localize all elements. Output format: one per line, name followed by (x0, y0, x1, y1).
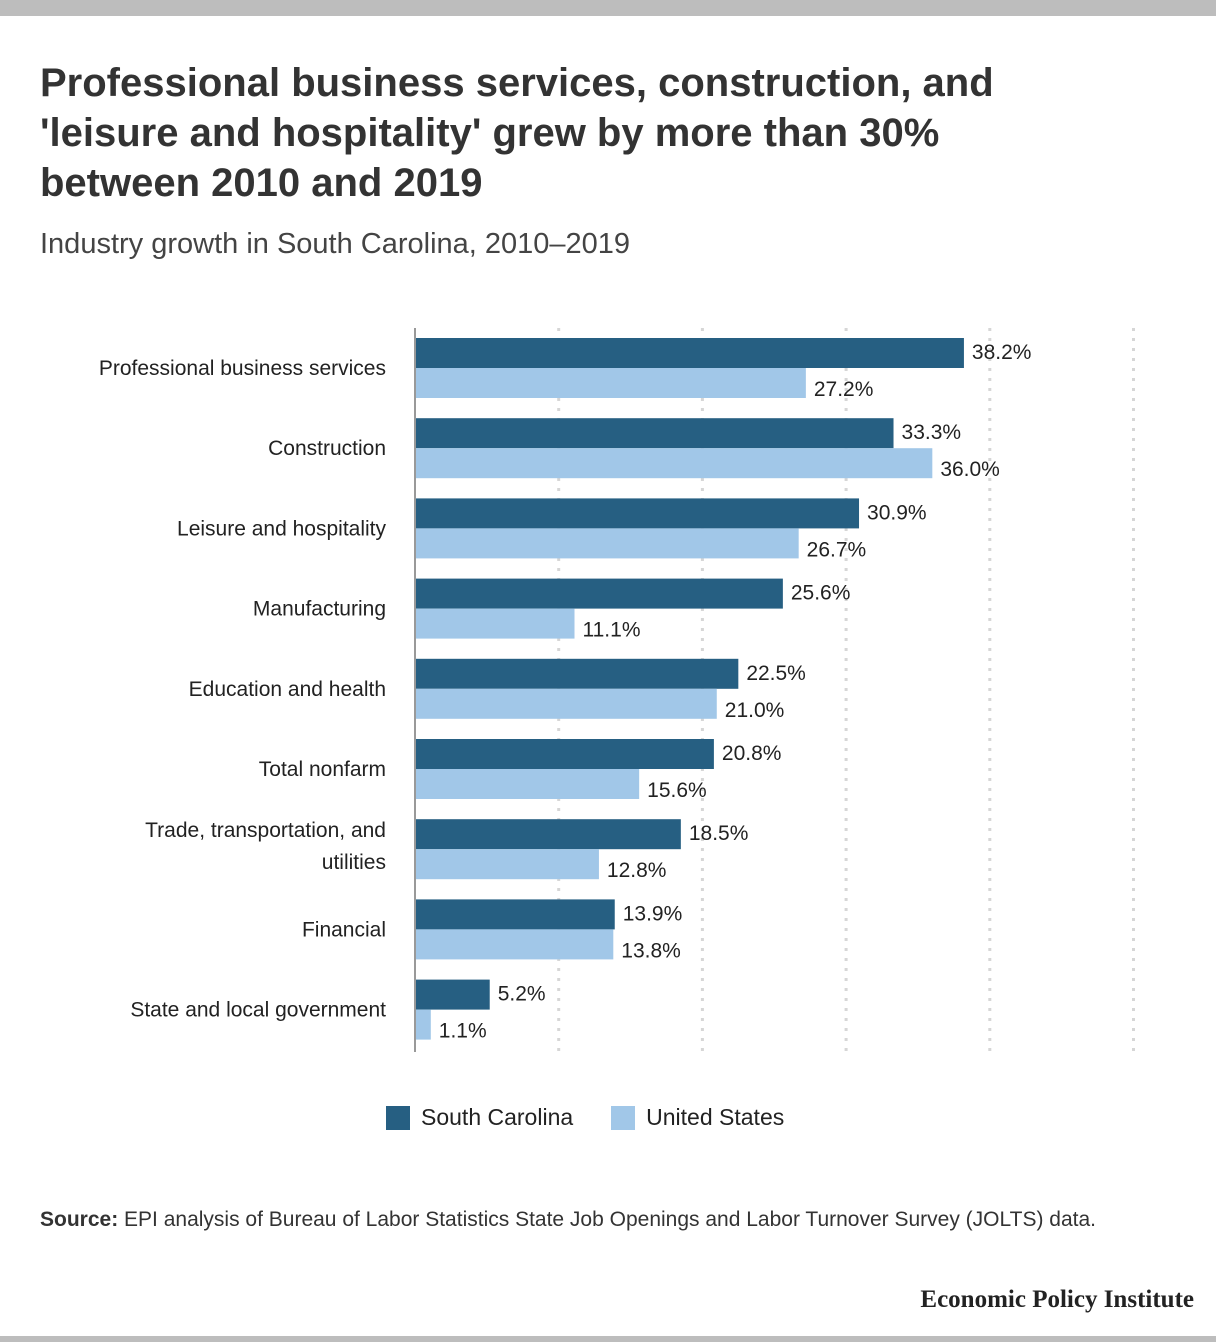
data-label-south-carolina-manufacturing: 25.6% (791, 582, 851, 605)
bar-united-states-trade-transportation-and-utilities (415, 849, 599, 880)
bar-united-states-education-and-health (415, 688, 717, 719)
legend-item-united-states: United States (611, 1104, 784, 1131)
brand-logo: Economic Policy Institute (920, 1286, 1194, 1313)
data-label-united-states-state-and-local-government: 1.1% (439, 1020, 487, 1043)
chart-subtitle: Industry growth in South Carolina, 2010–… (40, 228, 631, 260)
data-label-united-states-trade-transportation-and-utilities: 12.8% (607, 859, 667, 882)
category-label-construction: Construction (268, 437, 386, 460)
data-label-south-carolina-construction: 33.3% (902, 421, 962, 444)
legend-swatch-south-carolina (386, 1105, 410, 1130)
bar-united-states-leisure-and-hospitality (415, 528, 799, 559)
bar-united-states-construction (415, 448, 933, 479)
top-border (0, 0, 1216, 16)
bar-south-carolina-state-and-local-government (415, 979, 490, 1010)
legend-swatch-united-states (611, 1105, 636, 1130)
data-label-south-carolina-trade-transportation-and-utilities: 18.5% (689, 822, 749, 845)
bar-united-states-manufacturing (415, 608, 575, 639)
data-label-south-carolina-state-and-local-government: 5.2% (498, 983, 546, 1006)
data-label-united-states-education-and-health: 21.0% (725, 699, 785, 722)
bar-south-carolina-leisure-and-hospitality (415, 498, 860, 529)
legend-item-south-carolina: South Carolina (386, 1104, 573, 1131)
legend-label-united-states: United States (646, 1104, 785, 1130)
legend-label-south-carolina: South Carolina (421, 1104, 574, 1130)
chart-title: Professional business services, construc… (40, 61, 994, 205)
data-label-united-states-professional-business-services: 27.2% (814, 378, 874, 401)
data-label-united-states-manufacturing: 11.1% (583, 619, 641, 642)
bar-south-carolina-construction (415, 418, 894, 449)
category-label-financial: Financial (302, 918, 386, 941)
data-label-united-states-leisure-and-hospitality: 26.7% (807, 538, 867, 561)
bar-south-carolina-total-nonfarm (415, 739, 714, 769)
source-note: Source: EPI analysis of Bureau of Labor … (40, 1204, 1170, 1236)
data-label-south-carolina-education-and-health: 22.5% (746, 662, 806, 685)
category-label-total-nonfarm: Total nonfarm (259, 758, 386, 781)
category-label-manufacturing: Manufacturing (253, 598, 386, 621)
category-label-education-and-health: Education and health (189, 678, 386, 701)
source-text: EPI analysis of Bureau of Labor Statisti… (124, 1208, 1096, 1231)
data-label-united-states-financial: 13.8% (621, 939, 681, 962)
bar-south-carolina-trade-transportation-and-utilities (415, 819, 681, 850)
bar-united-states-state-and-local-government (415, 1009, 431, 1040)
data-label-south-carolina-financial: 13.9% (623, 902, 683, 925)
bar-south-carolina-education-and-health (415, 658, 739, 689)
bar-south-carolina-professional-business-services (415, 338, 964, 368)
data-label-south-carolina-total-nonfarm: 20.8% (722, 742, 782, 765)
bar-united-states-professional-business-services (415, 368, 806, 398)
category-label-leisure-and-hospitality: Leisure and hospitality (177, 517, 386, 540)
bar-chart: Professional business services 38.2% 27.2%… (99, 328, 1135, 1052)
legend: South Carolina United States (386, 1104, 822, 1131)
category-label-professional-business-services: Professional business services (99, 357, 386, 380)
data-label-south-carolina-professional-business-services: 38.2% (972, 341, 1032, 364)
bottom-border (0, 1336, 1216, 1342)
bar-united-states-total-nonfarm (415, 769, 640, 799)
data-label-united-states-construction: 36.0% (940, 458, 1000, 481)
bar-south-carolina-financial (415, 899, 615, 930)
bar-united-states-financial (415, 929, 614, 960)
data-label-united-states-total-nonfarm: 15.6% (647, 779, 707, 802)
data-label-south-carolina-leisure-and-hospitality: 30.9% (867, 501, 927, 524)
bar-south-carolina-manufacturing (415, 578, 783, 609)
source-label: Source: (40, 1208, 119, 1231)
category-label-state-and-local-government: State and local government (130, 999, 386, 1022)
category-label-trade-transportation-and-utilities: Trade, transportation, and utilities (145, 819, 386, 874)
